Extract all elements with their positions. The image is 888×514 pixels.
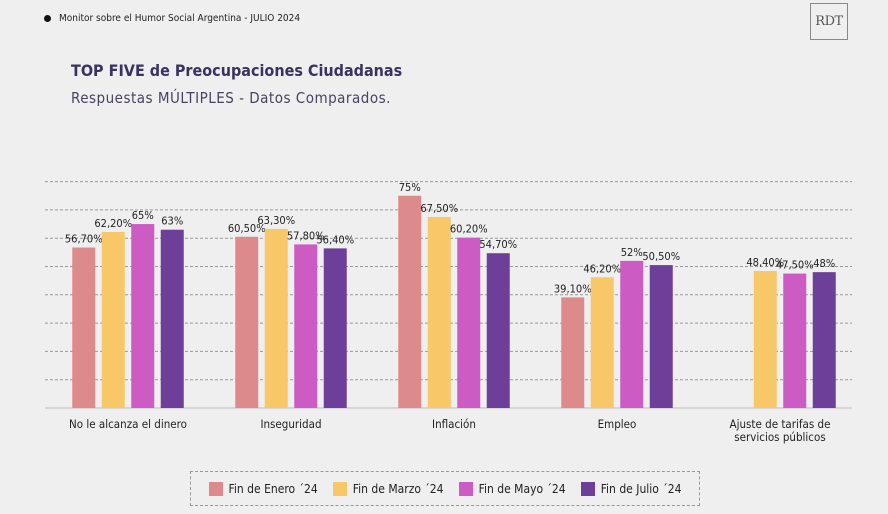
bar	[235, 236, 259, 408]
data-label: 46,20%	[583, 262, 621, 275]
data-label: 60,50%	[228, 222, 266, 235]
category-label: Inflación	[432, 417, 476, 431]
data-label: 48,40%	[746, 256, 784, 269]
bar	[427, 216, 451, 408]
header-text: Monitor sobre el Humor Social Argentina …	[59, 13, 301, 24]
data-label: 48%	[813, 257, 835, 270]
legend-swatch	[458, 481, 473, 496]
bar	[649, 265, 673, 408]
bar	[561, 297, 585, 408]
category-label: servicios públicos	[734, 430, 825, 444]
data-label: 57,80%	[287, 229, 325, 242]
bar	[72, 247, 96, 408]
legend-item: Fin de Julio ´24	[580, 481, 682, 496]
header: Monitor sobre el Humor Social Argentina …	[44, 13, 300, 24]
data-label: 50,50%	[642, 250, 680, 263]
data-label: 62,20%	[94, 217, 132, 230]
data-label: 65%	[132, 209, 154, 222]
data-label: 56,70%	[65, 233, 103, 246]
category-label: No le alcanza el dinero	[69, 417, 187, 431]
data-label: 67,50%	[420, 202, 458, 215]
bar	[590, 277, 614, 408]
bar	[783, 273, 807, 408]
legend: Fin de Enero ´24 Fin de Marzo ´24 Fin de M…	[190, 471, 700, 506]
legend-label: Fin de Mayo ´24	[478, 481, 566, 496]
logo-text: RDT	[815, 14, 843, 29]
legend-item: Fin de Mayo ´24	[458, 481, 566, 496]
bar	[264, 228, 288, 408]
data-label: 60,20%	[450, 223, 488, 236]
legend-label: Fin de Enero ´24	[228, 481, 318, 496]
data-label: 63,30%	[257, 214, 295, 227]
bar	[486, 253, 510, 408]
legend-item: Fin de Enero ´24	[208, 481, 318, 496]
legend-swatch	[332, 481, 347, 496]
legend-item: Fin de Marzo ´24	[332, 481, 444, 496]
bar	[131, 224, 155, 408]
category-label: Ajuste de tarifas de	[730, 417, 831, 431]
rdt-logo: RDT	[810, 3, 848, 40]
bar	[294, 244, 318, 408]
data-label: 47,50%	[776, 259, 814, 272]
bar	[812, 272, 836, 408]
data-label: 54,70%	[479, 238, 517, 251]
bullet-icon	[44, 15, 51, 22]
chart-title: TOP FIVE de Preocupaciones Ciudadanas	[71, 61, 403, 80]
category-label: Empleo	[598, 417, 637, 431]
legend-swatch	[580, 481, 595, 496]
legend-swatch	[208, 481, 223, 496]
legend-label: Fin de Marzo ´24	[352, 481, 444, 496]
bar	[398, 195, 422, 408]
legend-label: Fin de Julio ´24	[600, 481, 682, 496]
bar	[753, 271, 777, 408]
bar	[457, 237, 481, 408]
bar	[323, 248, 347, 408]
data-label: 52%	[621, 246, 643, 259]
category-label: Inseguridad	[260, 417, 321, 431]
chart-subtitle: Respuestas MÚLTIPLES - Datos Comparados.	[71, 89, 391, 107]
data-label: 75%	[399, 181, 421, 194]
bar	[101, 231, 125, 408]
data-label: 63%	[161, 215, 183, 228]
bar	[620, 260, 644, 408]
bar	[160, 229, 184, 408]
data-label: 56,40%	[316, 233, 354, 246]
data-label: 39,10%	[554, 282, 592, 295]
